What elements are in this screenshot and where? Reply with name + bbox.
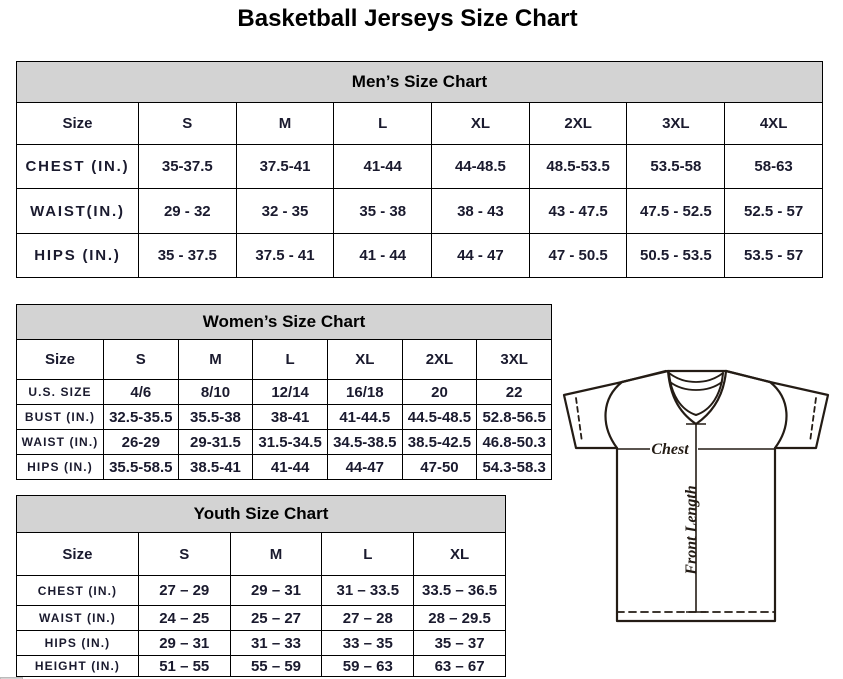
svg-text:Front Length: Front Length <box>683 485 700 575</box>
svg-text:Chest: Chest <box>651 441 689 458</box>
